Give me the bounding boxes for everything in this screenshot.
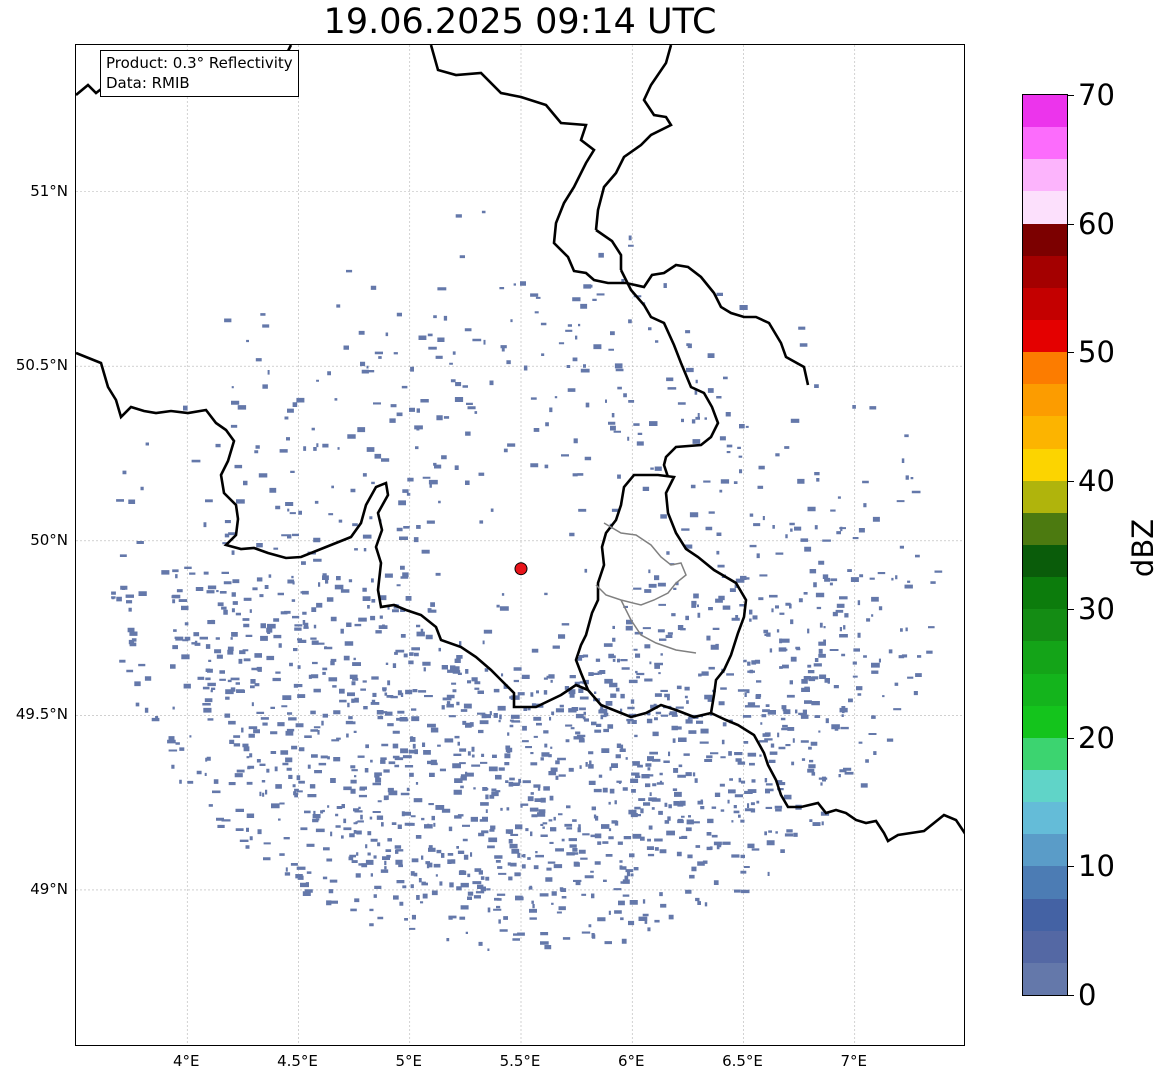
lat-label-4: 51°N: [30, 181, 68, 200]
colorbar-tick-mark: [1068, 480, 1074, 482]
colorbar-tick-label-6: 60: [1078, 206, 1115, 241]
region-border-luxembourg-south: [620, 599, 697, 654]
colorbar-segment: [1023, 512, 1067, 545]
colorbar: [1022, 94, 1068, 996]
colorbar-segment: [1023, 191, 1067, 224]
lon-label-2: 5°E: [395, 1052, 423, 1070]
colorbar-tick-mark: [1068, 995, 1074, 996]
radar-site-marker[interactable]: [514, 562, 528, 576]
colorbar-segment: [1023, 416, 1067, 449]
lon-label-3: 5.5°E: [499, 1052, 541, 1070]
colorbar-segment: [1023, 609, 1067, 642]
border-netherlands-germany-link: [595, 228, 623, 270]
colorbar-segment: [1023, 544, 1067, 578]
colorbar-segment: [1023, 577, 1067, 610]
reflectivity-echoes: [111, 210, 943, 952]
colorbar-tick-mark: [1068, 95, 1074, 96]
country-borders: [76, 45, 964, 843]
product-info-box: Product: 0.3° Reflectivity Data: RMIB: [100, 50, 299, 97]
radar-map[interactable]: [75, 44, 965, 1046]
colorbar-tick-label-4: 40: [1078, 463, 1115, 498]
border-germany-belgium: [619, 269, 720, 478]
colorbar-segment: [1023, 641, 1067, 674]
colorbar-tick-mark: [1068, 737, 1074, 739]
colorbar-unit-label: dBZ: [1126, 518, 1157, 578]
lon-label-6: 7°E: [840, 1052, 868, 1070]
border-luxembourg: [574, 473, 748, 719]
colorbar-segment: [1023, 352, 1067, 385]
colorbar-segment: [1023, 287, 1067, 320]
colorbar-segment: [1023, 448, 1067, 481]
colorbar-segment: [1023, 962, 1067, 995]
colorbar-tick-mark: [1068, 352, 1074, 354]
colorbar-segment: [1023, 127, 1067, 160]
lat-label-1: 49.5°N: [15, 705, 68, 724]
map-canvas: [76, 45, 964, 1045]
colorbar-segment: [1023, 255, 1067, 288]
colorbar-segment: [1023, 223, 1067, 256]
product-label: Product: 0.3° Reflectivity: [106, 54, 293, 72]
colorbar-segment: [1023, 480, 1067, 513]
colorbar-tick-label-0: 0: [1078, 978, 1097, 1012]
colorbar-segment: [1023, 95, 1067, 128]
lat-label-3: 50.5°N: [15, 356, 68, 375]
colorbar-tick-label-5: 50: [1078, 335, 1115, 370]
colorbar-tick-label-1: 10: [1078, 849, 1115, 884]
colorbar-tick-mark: [1068, 866, 1074, 868]
colorbar-segment: [1023, 705, 1067, 738]
region-border-luxembourg-cantons: [595, 522, 687, 606]
colorbar-segment: [1023, 802, 1067, 835]
colorbar-tick-mark: [1068, 223, 1074, 225]
echo-pixels: [111, 210, 943, 952]
colorbar-tick-label-3: 30: [1078, 592, 1115, 627]
colorbar-tick-mark: [1068, 609, 1074, 611]
colorbar-segment: [1023, 834, 1067, 867]
colorbar-segment: [1023, 866, 1067, 899]
colorbar-segment: [1023, 159, 1067, 192]
region-borders: [595, 522, 697, 654]
colorbar-segment: [1023, 673, 1067, 706]
colorbar-segment: [1023, 384, 1067, 417]
lon-label-0: 4°E: [172, 1052, 200, 1070]
map-title: 19.06.2025 09:14 UTC: [323, 2, 717, 42]
colorbar-tick-label-7: 70: [1078, 78, 1115, 112]
lon-label-5: 6.5°E: [722, 1052, 763, 1070]
data-source-label: Data: RMIB: [106, 74, 190, 92]
colorbar-segment: [1023, 898, 1067, 931]
lon-label-4: 6°E: [617, 1052, 645, 1070]
lat-label-0: 49°N: [30, 879, 68, 898]
border-belgium-france: [76, 351, 589, 709]
gridlines: [76, 45, 964, 1045]
border-netherlands-germany: [429, 45, 810, 386]
colorbar-segment: [1023, 737, 1067, 770]
lon-label-1: 4.5°E: [277, 1052, 318, 1070]
colorbar-segment: [1023, 769, 1067, 803]
border-germany-france: [710, 711, 964, 843]
border-netherlands-germany-north: [594, 45, 673, 231]
colorbar-tick-label-2: 20: [1078, 720, 1115, 755]
colorbar-segment: [1023, 319, 1067, 353]
colorbar-segment: [1023, 930, 1067, 963]
lat-label-2: 50°N: [30, 530, 68, 549]
